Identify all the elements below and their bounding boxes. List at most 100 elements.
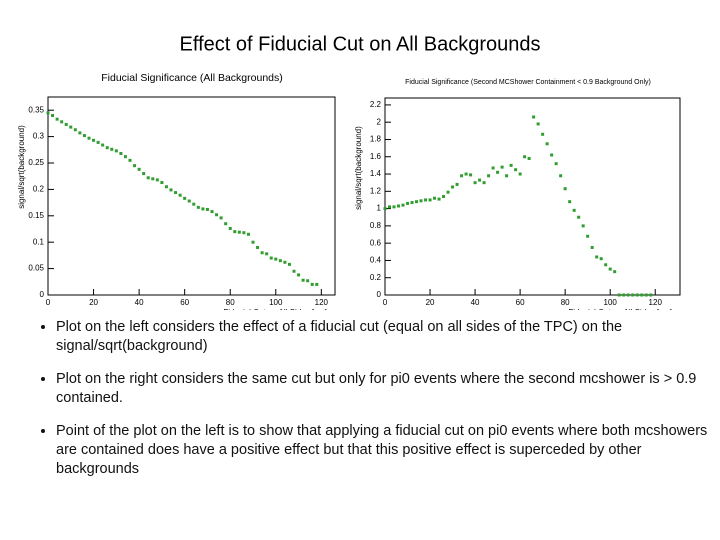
point xyxy=(269,256,273,260)
x-tick-label: 100 xyxy=(604,298,618,307)
y-axis-label: signal/sqrt(background) xyxy=(354,126,363,210)
point xyxy=(265,252,269,256)
point xyxy=(183,196,187,200)
point xyxy=(142,172,146,176)
point xyxy=(640,293,644,297)
point xyxy=(297,273,301,277)
x-tick-label: 20 xyxy=(89,298,98,307)
point xyxy=(410,201,414,205)
point xyxy=(478,178,482,182)
point xyxy=(415,200,419,204)
x-axis-label: Fiducial Cut on All Sides [cm] xyxy=(223,308,327,310)
point xyxy=(192,202,196,206)
chart-title: Fiducial Significance (All Backgrounds) xyxy=(101,72,283,84)
point xyxy=(635,293,639,297)
point xyxy=(110,147,114,151)
point xyxy=(424,198,428,202)
point xyxy=(622,293,626,297)
point xyxy=(78,131,82,135)
point xyxy=(128,158,132,162)
y-tick-label: 0.25 xyxy=(28,158,44,167)
point xyxy=(215,213,219,217)
point xyxy=(73,128,77,132)
point xyxy=(401,203,405,207)
point xyxy=(196,205,200,209)
point xyxy=(69,125,73,129)
point xyxy=(178,193,182,197)
point xyxy=(496,170,500,174)
point xyxy=(174,191,178,195)
x-tick-label: 80 xyxy=(226,298,235,307)
y-tick-label: 1.6 xyxy=(370,152,382,161)
slide-title: Effect of Fiducial Cut on All Background… xyxy=(180,33,541,55)
y-tick-label: 0.05 xyxy=(28,264,44,273)
point xyxy=(388,205,392,209)
x-tick-label: 60 xyxy=(180,298,189,307)
y-tick-label: 0.1 xyxy=(33,237,45,246)
point xyxy=(133,164,137,168)
point xyxy=(64,122,68,126)
point xyxy=(310,282,314,286)
point xyxy=(137,167,141,171)
point xyxy=(518,172,522,176)
point xyxy=(559,174,563,178)
point xyxy=(306,279,310,283)
point xyxy=(169,188,173,192)
point xyxy=(433,196,437,200)
point xyxy=(246,232,250,236)
point xyxy=(315,282,319,286)
y-tick-label: 1.4 xyxy=(370,169,382,178)
point xyxy=(599,257,603,261)
point xyxy=(397,204,401,208)
point xyxy=(242,231,246,235)
point xyxy=(123,155,127,159)
point xyxy=(482,181,486,185)
point xyxy=(446,190,450,194)
point xyxy=(60,120,64,124)
point xyxy=(568,200,572,204)
y-tick-label: 0.2 xyxy=(370,273,382,282)
point xyxy=(283,260,287,264)
point xyxy=(96,140,100,144)
point xyxy=(87,136,91,140)
point xyxy=(151,177,155,181)
point xyxy=(105,146,109,150)
y-tick-label: 0 xyxy=(377,290,382,299)
charts: Effect of Fiducial Cut on All Background… xyxy=(17,33,681,310)
point xyxy=(224,222,228,226)
y-tick-label: 0.3 xyxy=(33,132,45,141)
x-axis-label: Fiducial Cut on All Sides [cm] xyxy=(568,308,672,310)
point xyxy=(383,207,387,211)
x-tick-label: 40 xyxy=(471,298,480,307)
point xyxy=(92,138,96,142)
x-tick-label: 0 xyxy=(383,298,388,307)
point xyxy=(256,245,260,249)
point xyxy=(545,142,549,146)
bullet: Plot on the left considers the effect of… xyxy=(56,318,716,356)
point xyxy=(101,143,105,147)
y-tick-label: 1 xyxy=(377,204,382,213)
x-tick-label: 100 xyxy=(269,298,283,307)
point xyxy=(205,207,209,211)
y-tick-label: 0.6 xyxy=(370,238,382,247)
point xyxy=(442,195,446,198)
y-tick-label: 0 xyxy=(40,290,45,299)
x-tick-label: 40 xyxy=(135,298,144,307)
point xyxy=(505,174,509,178)
y-tick-label: 0.4 xyxy=(370,256,382,265)
point xyxy=(617,293,621,297)
y-tick-label: 2 xyxy=(377,117,382,126)
point xyxy=(114,149,118,153)
point xyxy=(419,199,423,203)
point xyxy=(604,263,608,267)
point xyxy=(406,201,410,205)
point xyxy=(278,259,282,263)
x-tick-label: 120 xyxy=(649,298,663,307)
y-tick-label: 0.2 xyxy=(33,185,45,194)
y-tick-label: 0.15 xyxy=(28,211,44,220)
point xyxy=(500,165,504,169)
plot-frame xyxy=(47,96,336,296)
chart-title: Fiducial Significance (Second MCShower C… xyxy=(405,79,651,86)
point xyxy=(251,240,255,244)
point xyxy=(532,115,536,119)
